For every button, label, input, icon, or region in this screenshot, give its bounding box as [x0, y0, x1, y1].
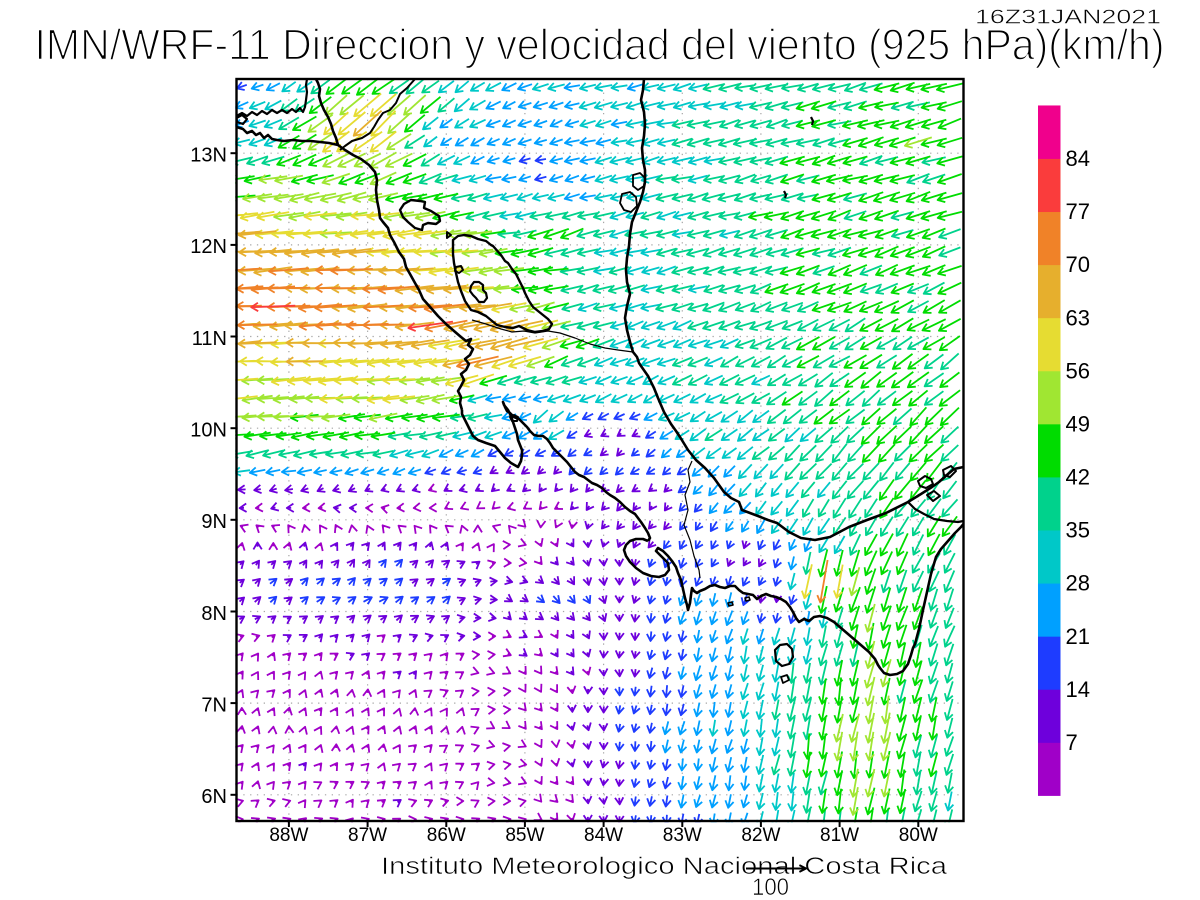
svg-text:56: 56	[1066, 358, 1090, 383]
svg-text:88W: 88W	[269, 825, 308, 846]
svg-text:81W: 81W	[820, 825, 859, 846]
svg-text:28: 28	[1066, 571, 1090, 596]
svg-text:80W: 80W	[899, 825, 938, 846]
svg-text:9N: 9N	[201, 511, 227, 533]
svg-text:100: 100	[752, 874, 789, 900]
svg-text:42: 42	[1066, 465, 1090, 490]
svg-text:49: 49	[1066, 411, 1090, 436]
svg-text:84: 84	[1066, 146, 1090, 171]
svg-text:Instituto Meteorologico Nacion: Instituto Meteorologico Nacional Costa R…	[381, 853, 948, 880]
svg-text:85W: 85W	[505, 825, 544, 846]
svg-text:7N: 7N	[201, 694, 227, 716]
svg-text:7: 7	[1066, 730, 1078, 755]
svg-text:63: 63	[1066, 305, 1090, 330]
svg-text:83W: 83W	[663, 825, 702, 846]
svg-text:21: 21	[1066, 624, 1090, 649]
svg-text:11N: 11N	[192, 328, 227, 350]
svg-text:84W: 84W	[584, 825, 623, 846]
svg-text:82W: 82W	[741, 825, 780, 846]
svg-text:35: 35	[1066, 518, 1090, 543]
svg-text:8N: 8N	[201, 603, 227, 625]
svg-text:13N: 13N	[190, 145, 227, 167]
svg-text:16Z31JAN2021: 16Z31JAN2021	[975, 6, 1161, 29]
svg-text:86W: 86W	[427, 825, 466, 846]
svg-text:87W: 87W	[348, 825, 387, 846]
svg-text:10N: 10N	[190, 420, 227, 442]
svg-text:77: 77	[1066, 199, 1090, 224]
svg-text:6N: 6N	[201, 786, 227, 808]
svg-text:IMN/WRF-11 Direccion y velocid: IMN/WRF-11 Direccion y velocidad del vie…	[35, 22, 1165, 70]
svg-text:70: 70	[1066, 252, 1090, 277]
svg-text:14: 14	[1066, 677, 1090, 702]
svg-text:12N: 12N	[190, 236, 227, 258]
